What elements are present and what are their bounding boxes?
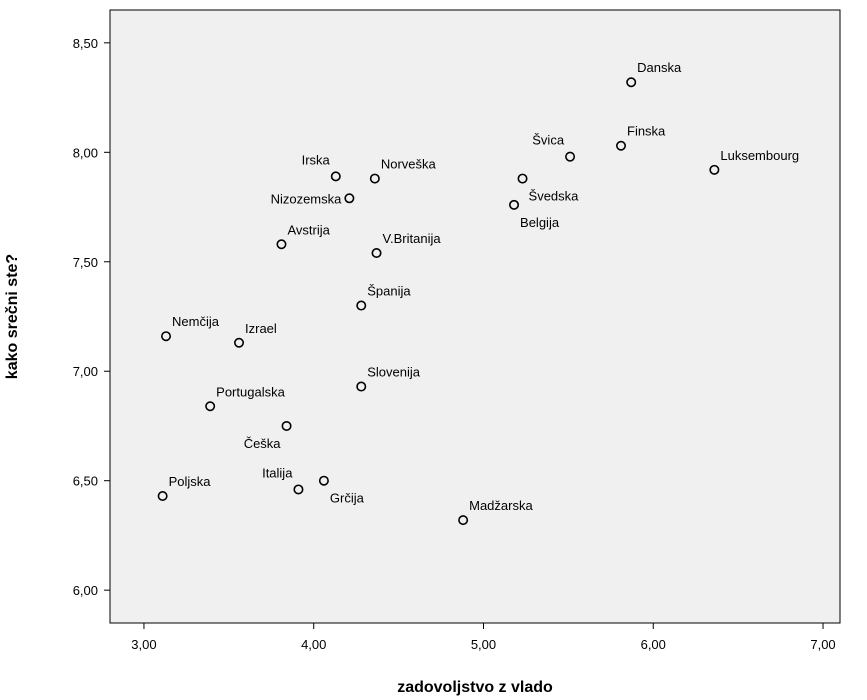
data-point-label: Avstrija (287, 222, 330, 237)
data-point (509, 199, 520, 210)
x-tick-label: 6,00 (641, 637, 666, 652)
y-axis-title: kako srečni ste? (4, 254, 21, 379)
data-point-label: Slovenija (367, 365, 421, 380)
x-tick-label: 4,00 (301, 637, 326, 652)
data-point-label: Češka (244, 436, 282, 451)
data-point-label: Poljska (169, 474, 212, 489)
data-point (161, 331, 172, 342)
data-point (709, 164, 720, 175)
x-tick-label: 5,00 (471, 637, 496, 652)
y-tick-label: 6,00 (73, 583, 98, 598)
data-point-label: Švica (532, 133, 565, 148)
data-point-label: Finska (627, 124, 666, 139)
data-point-label: Irska (302, 152, 331, 167)
data-point-label: Luksembourg (720, 148, 799, 163)
data-point-label: Izrael (245, 321, 277, 336)
plot-area (109, 9, 841, 624)
data-point (157, 491, 168, 502)
data-point-label: Španija (367, 284, 411, 299)
x-axis-title: zadovoljstvo z vlado (397, 679, 553, 696)
data-point-label: Švedska (529, 189, 580, 204)
data-point (517, 173, 528, 184)
data-point-label: Nizozemska (271, 191, 343, 206)
y-tick-label: 6,50 (73, 474, 98, 489)
data-point-label: V.Britanija (383, 231, 442, 246)
y-axis: 6,00 6,50 7,00 7,50 8,00 8,50 (73, 36, 110, 598)
data-point (356, 300, 367, 311)
data-point-label: Italija (262, 465, 293, 480)
data-point (369, 173, 380, 184)
x-axis: 3,00 4,00 5,00 6,00 7,00 (131, 623, 836, 652)
data-point-label: Grčija (330, 491, 365, 506)
y-tick-label: 8,00 (73, 145, 98, 160)
data-point (458, 515, 469, 526)
data-point (281, 420, 292, 431)
x-tick-label: 7,00 (810, 637, 835, 652)
data-point-label: Portugalska (216, 384, 285, 399)
data-point (626, 77, 637, 88)
data-point (344, 193, 355, 204)
data-point (356, 381, 367, 392)
data-point-label: Norveška (381, 157, 437, 172)
data-point (293, 484, 304, 495)
y-tick-label: 7,00 (73, 364, 98, 379)
data-point (318, 475, 329, 486)
data-point-label: Danska (637, 60, 682, 75)
data-point (234, 337, 245, 348)
data-point-label: Belgija (520, 215, 560, 230)
data-points: Danska Finska Švica Luksembourg Švedska Belgi… (157, 60, 799, 526)
data-point (565, 151, 576, 162)
data-point (371, 248, 382, 259)
data-point (276, 239, 287, 250)
data-point (330, 171, 341, 182)
data-point-label: Madžarska (469, 498, 533, 513)
y-tick-label: 7,50 (73, 255, 98, 270)
data-point (615, 140, 626, 151)
x-tick-label: 3,00 (131, 637, 156, 652)
data-point (205, 401, 216, 412)
data-point-label: Nemčija (172, 314, 220, 329)
y-tick-label: 8,50 (73, 36, 98, 51)
